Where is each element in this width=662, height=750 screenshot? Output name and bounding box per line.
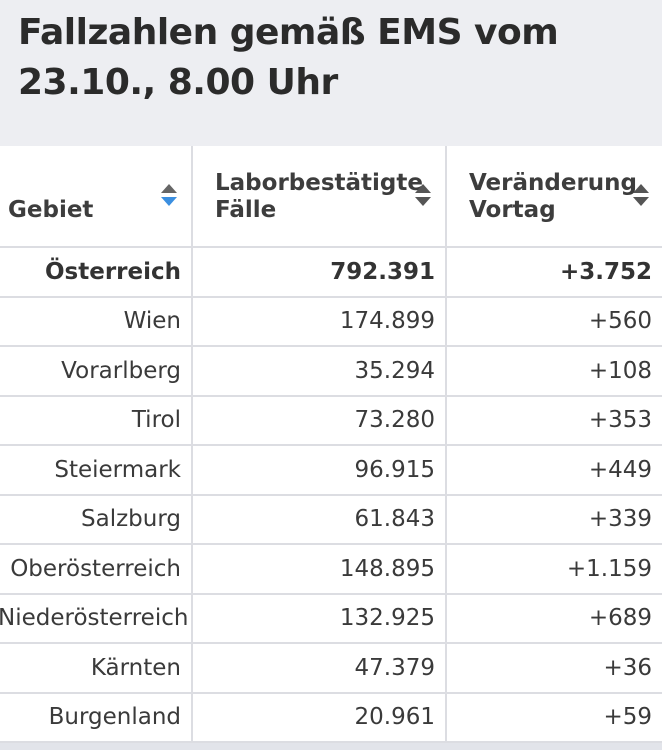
cell-region: Niederösterreich (0, 593, 193, 644)
cell-region: Kärnten (0, 643, 193, 694)
cell-cases: 132.925 (192, 593, 447, 644)
sort-arrows-icon[interactable] (415, 184, 431, 208)
table-row: Tirol 73.280 +353 (0, 395, 662, 446)
column-header-label: Veränderung Vortag (469, 170, 637, 223)
cell-cases: 96.915 (192, 445, 447, 496)
cell-change: +1.159 (446, 544, 662, 595)
cell-change: +339 (446, 494, 662, 545)
cell-change: +3.752 (446, 247, 662, 298)
cell-cases: 148.895 (192, 544, 447, 595)
cell-cases: 20.961 (192, 692, 447, 743)
cell-change: +108 (446, 346, 662, 397)
table-row: Steiermark 96.915 +449 (0, 445, 662, 496)
table-row: Vorarlberg 35.294 +108 (0, 346, 662, 397)
table-row: Oberösterreich 148.895 +1.159 (0, 544, 662, 595)
cell-region: Wien (0, 296, 193, 347)
table-row: Salzburg 61.843 +339 (0, 494, 662, 545)
cell-region: Tirol (0, 395, 193, 446)
cell-cases: 792.391 (192, 247, 447, 298)
table-row: Burgenland 20.961 +59 (0, 692, 662, 743)
bottom-edge (0, 743, 662, 750)
cell-cases: 35.294 (192, 346, 447, 397)
case-table: Gebiet Laborbestätigte Fälle Veränderung… (0, 146, 662, 743)
column-header-label: Laborbestätigte Fälle (215, 170, 423, 223)
cell-cases: 174.899 (192, 296, 447, 347)
table-header-row: Gebiet Laborbestätigte Fälle Veränderung… (0, 146, 662, 248)
cell-region: Oberösterreich (0, 544, 193, 595)
column-header-veraenderung[interactable]: Veränderung Vortag (446, 146, 662, 248)
cell-change: +560 (446, 296, 662, 347)
table-row: Wien 174.899 +560 (0, 296, 662, 347)
page-title: Fallzahlen gemäß EMS vom 23.10., 8.00 Uh… (18, 12, 559, 103)
case-table-container: Gebiet Laborbestätigte Fälle Veränderung… (0, 146, 662, 744)
cell-change: +59 (446, 692, 662, 743)
sort-arrows-icon[interactable] (633, 184, 649, 208)
cell-region: Burgenland (0, 692, 193, 743)
column-header-faelle[interactable]: Laborbestätigte Fälle (192, 146, 447, 248)
sort-arrows-icon[interactable] (161, 184, 177, 208)
column-header-gebiet[interactable]: Gebiet (0, 146, 193, 248)
cell-change: +353 (446, 395, 662, 446)
cell-region: Salzburg (0, 494, 193, 545)
cell-change: +449 (446, 445, 662, 496)
table-row: Österreich 792.391 +3.752 (0, 247, 662, 298)
cell-cases: 47.379 (192, 643, 447, 694)
cell-cases: 61.843 (192, 494, 447, 545)
cell-cases: 73.280 (192, 395, 447, 446)
column-header-label: Gebiet (8, 197, 94, 223)
cell-change: +689 (446, 593, 662, 644)
table-row: Kärnten 47.379 +36 (0, 643, 662, 694)
table-row: Niederösterreich 132.925 +689 (0, 593, 662, 644)
cell-region: Vorarlberg (0, 346, 193, 397)
cell-region: Österreich (0, 247, 193, 298)
cell-change: +36 (446, 643, 662, 694)
cell-region: Steiermark (0, 445, 193, 496)
